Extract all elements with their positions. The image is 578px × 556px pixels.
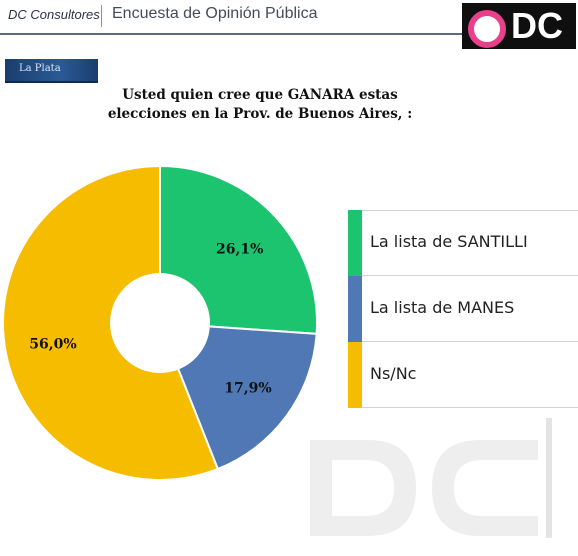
header-rule [0, 33, 462, 35]
legend-label-santilli: La lista de SANTILLI [370, 232, 528, 251]
legend-item-nsnc: Ns/Nc [348, 342, 578, 408]
logo-ring-icon [468, 10, 506, 48]
header: DC Consultores Encuesta de Opinión Públi… [0, 0, 578, 40]
slice-label-santilli: 26,1% [216, 242, 263, 258]
slice-label-nsnc: 56,0% [29, 336, 76, 352]
legend-label-manes: La lista de MANES [370, 298, 515, 317]
location-badge: La Plata [5, 59, 98, 83]
legend-separator [362, 407, 578, 408]
logo-text: DC [511, 5, 563, 46]
dc-logo: DC [462, 3, 576, 49]
brand-name: DC Consultores [8, 7, 100, 22]
question-title: Usted quien cree que GANARA estas elecci… [60, 86, 460, 124]
legend-item-santilli: La lista de SANTILLI [348, 210, 578, 276]
question-line-1: Usted quien cree que GANARA estas [122, 87, 398, 103]
legend-rule [362, 210, 578, 211]
legend-separator [362, 275, 578, 276]
legend-swatch-nsnc [348, 342, 362, 408]
question-line-2: elecciones en la Prov. de Buenos Aires, … [107, 106, 413, 122]
dc-watermark [310, 418, 552, 538]
survey-title: Encuesta de Opinión Pública [112, 5, 318, 22]
legend-separator [362, 341, 578, 342]
legend-swatch-manes [348, 276, 362, 342]
pie-chart: 26,1% 17,9% 56,0% [2, 164, 318, 481]
location-label: La Plata [19, 63, 61, 74]
slice-manes [176, 325, 318, 471]
slice-label-manes: 17,9% [224, 380, 271, 396]
legend: La lista de SANTILLI La lista de MANES N… [348, 210, 578, 410]
legend-label-nsnc: Ns/Nc [370, 364, 417, 383]
legend-swatch-santilli [348, 210, 362, 276]
slice-santilli [159, 164, 318, 335]
header-divider [101, 5, 102, 27]
slice-nsnc [2, 164, 220, 481]
legend-item-manes: La lista de MANES [348, 276, 578, 342]
